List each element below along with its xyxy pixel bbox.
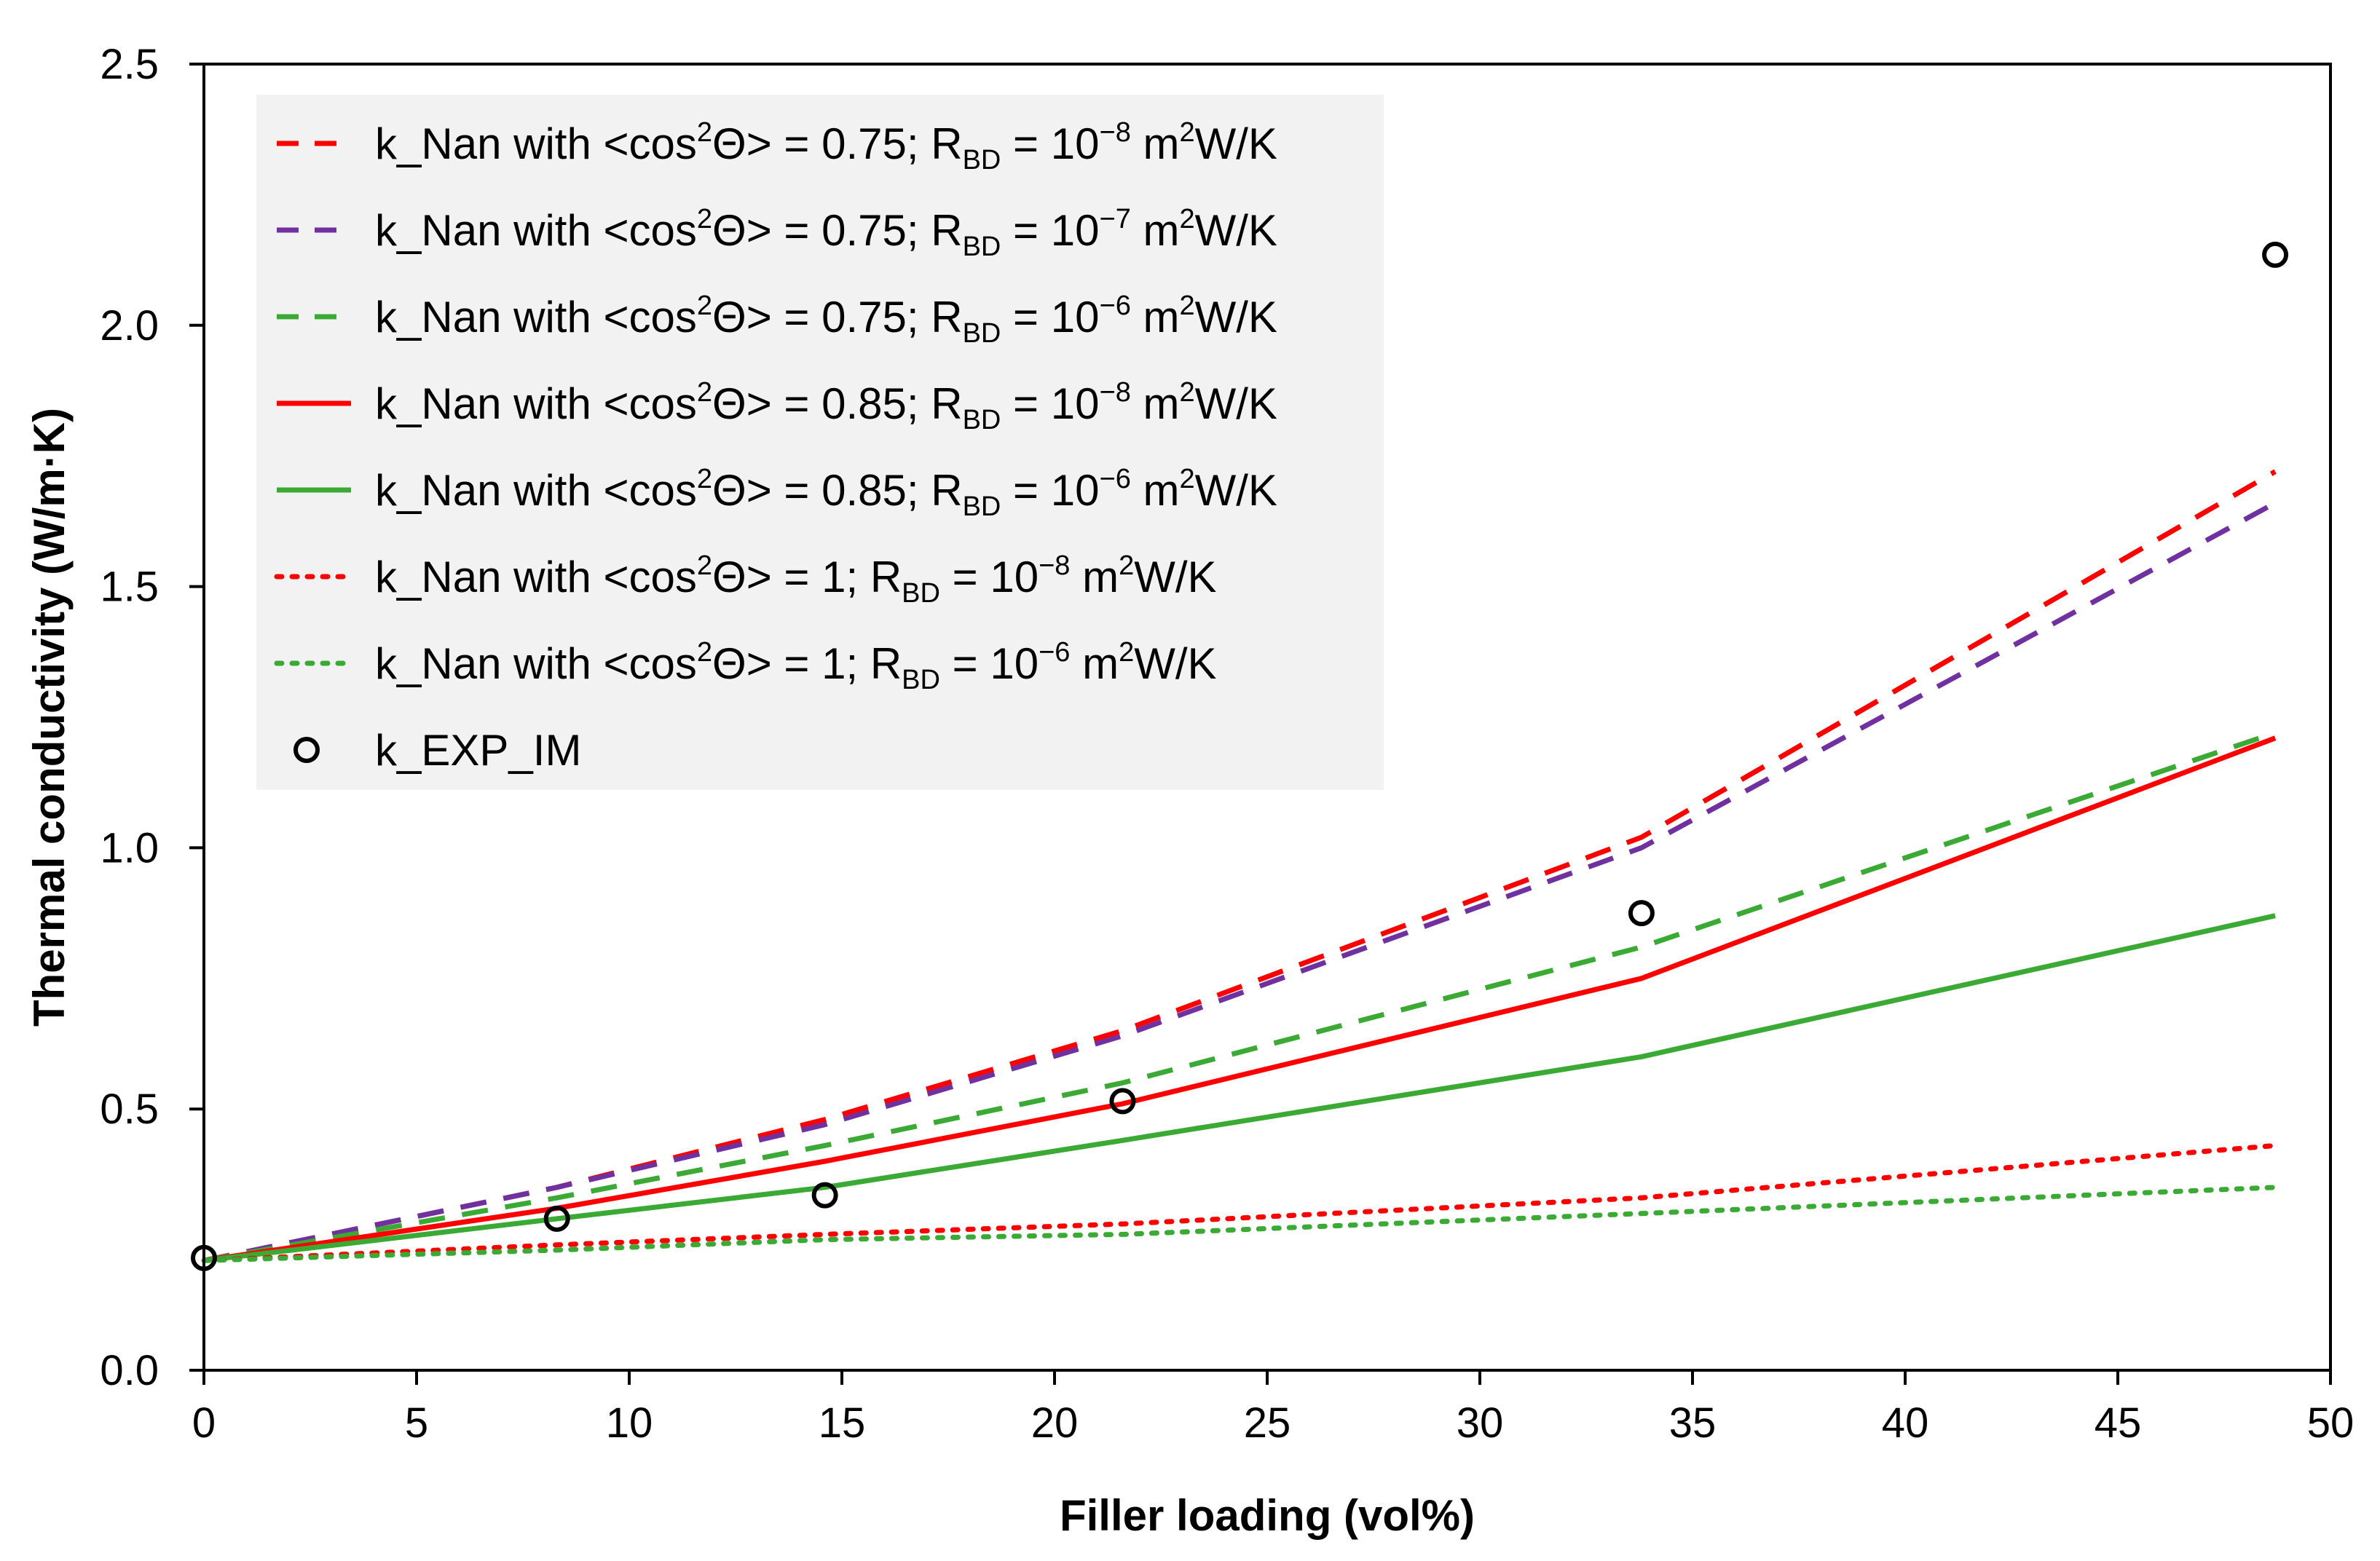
legend-label-7: k_Nan with <cos2Θ> = 1; RBD = 10−6 m2W/K xyxy=(375,637,1217,695)
x-tick-label: 10 xyxy=(606,1399,653,1447)
y-tick-label: 1.0 xyxy=(100,824,159,872)
x-tick-label: 45 xyxy=(2095,1399,2142,1447)
series-line-6 xyxy=(201,1142,2278,1263)
data-point-exp-3 xyxy=(811,1182,838,1209)
x-tick-label: 5 xyxy=(405,1399,428,1447)
y-tick-label: 1.5 xyxy=(100,564,159,611)
y-tick-label: 2.5 xyxy=(100,41,159,88)
y-tick-label: 0.5 xyxy=(100,1086,159,1133)
y-axis-ticks: 0.0 0.5 1.0 1.5 2.0 2.5 xyxy=(100,41,204,1394)
legend: k_Nan with <cos2Θ> = 0.75; RBD = 10−8 m2… xyxy=(256,95,1384,790)
x-tick-label: 20 xyxy=(1031,1399,1079,1447)
legend-label-2: k_Nan with <cos2Θ> = 0.75; RBD = 10−7 m2… xyxy=(375,204,1277,262)
series-line-4 xyxy=(203,735,2277,1263)
series-line-3 xyxy=(203,730,2277,1263)
data-point-exp-2 xyxy=(543,1205,570,1232)
x-tick-label: 25 xyxy=(1244,1399,1291,1447)
x-axis-ticks: 0 5 10 15 20 25 30 35 40 45 50 xyxy=(192,1370,2354,1447)
series-line-5 xyxy=(203,913,2276,1263)
x-tick-label: 50 xyxy=(2307,1399,2355,1447)
x-tick-label: 35 xyxy=(1669,1399,1717,1447)
data-point-exp-5 xyxy=(1628,900,1655,927)
legend-label-5: k_Nan with <cos2Θ> = 0.85; RBD = 10−6 m2… xyxy=(375,464,1277,522)
series-line-2 xyxy=(203,500,2277,1263)
legend-label-exp: k_EXP_IM xyxy=(375,726,581,775)
legend-label-1: k_Nan with <cos2Θ> = 0.75; RBD = 10−8 m2… xyxy=(375,117,1277,175)
legend-label-6: k_Nan with <cos2Θ> = 1; RBD = 10−8 m2W/K xyxy=(375,550,1217,609)
x-axis-title: Filler loading (vol%) xyxy=(1060,1491,1475,1540)
data-point-exp-4 xyxy=(1109,1088,1136,1115)
x-tick-label: 40 xyxy=(1882,1399,1929,1447)
y-tick-label: 2.0 xyxy=(100,302,159,349)
x-tick-label: 15 xyxy=(819,1399,866,1447)
legend-background xyxy=(256,95,1384,790)
data-point-exp-6 xyxy=(2262,241,2289,268)
x-tick-label: 30 xyxy=(1457,1399,1504,1447)
series-layer xyxy=(201,469,2278,1263)
legend-label-3: k_Nan with <cos2Θ> = 0.75; RBD = 10−6 m2… xyxy=(375,291,1277,349)
legend-symbol-exp xyxy=(293,737,320,763)
legend-label-4: k_Nan with <cos2Θ> = 0.85; RBD = 10−8 m2… xyxy=(375,377,1277,435)
series-line-1 xyxy=(203,469,2277,1263)
y-tick-label: 0.0 xyxy=(100,1347,159,1394)
y-axis-title: Thermal conductivity (W/m·K) xyxy=(25,408,74,1027)
x-tick-label: 0 xyxy=(192,1399,216,1447)
series-line-7 xyxy=(201,1185,2278,1263)
